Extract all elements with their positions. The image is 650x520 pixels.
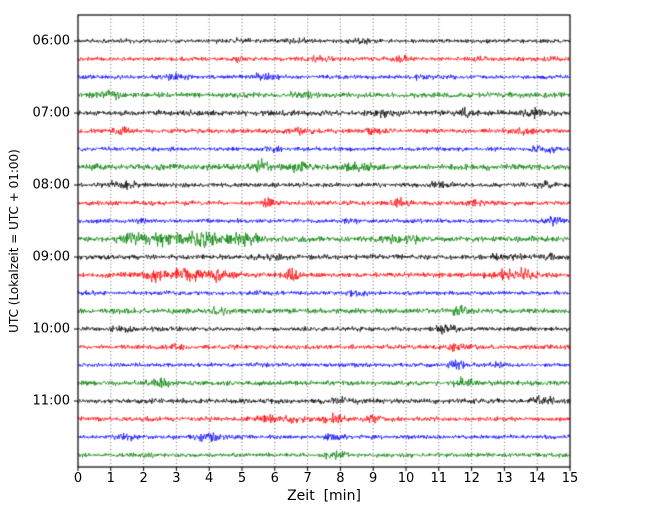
x-tick-label: 14: [528, 471, 546, 486]
y-tick-label: 10:00: [32, 321, 70, 337]
x-tick-label: 11: [430, 471, 448, 486]
x-tick-label: 15: [561, 471, 579, 486]
x-tick-label: 6: [270, 471, 279, 486]
x-tick-label: 10: [397, 471, 415, 486]
y-tick-label: 06:00: [32, 33, 70, 49]
x-tick-label: 7: [303, 471, 312, 486]
x-axis-label: Zeit [min]: [287, 488, 361, 504]
x-tick-label: 3: [172, 471, 181, 486]
y-tick-label: 11:00: [32, 393, 70, 409]
x-tick-label: 1: [106, 471, 115, 486]
x-tick-label: 9: [369, 471, 378, 486]
y-tick-label: 07:00: [32, 105, 70, 121]
x-tick-label: 12: [463, 471, 480, 486]
x-tick-label: 5: [237, 471, 247, 486]
y-tick-label: 08:00: [32, 177, 70, 193]
x-tick-label: 0: [73, 471, 83, 486]
x-tick-label: 13: [496, 471, 513, 486]
x-tick-label: 4: [205, 471, 214, 486]
x-tick-label: 8: [336, 471, 345, 486]
y-tick-label: 09:00: [32, 249, 70, 265]
x-tick-label: 2: [139, 471, 148, 486]
